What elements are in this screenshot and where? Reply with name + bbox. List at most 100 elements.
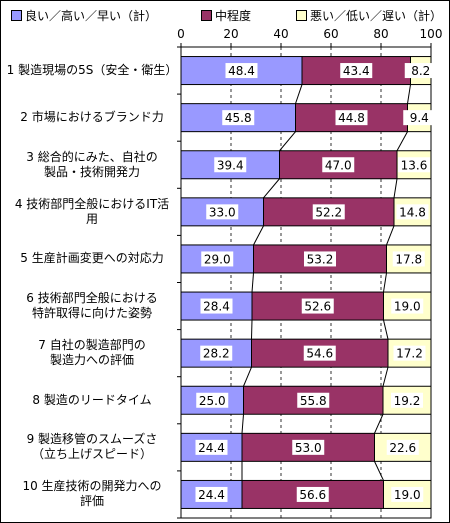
data-label: 14.8 xyxy=(399,205,426,219)
category-label-line: 評価 xyxy=(79,494,104,509)
data-label-bg xyxy=(403,110,436,126)
data-label: 52.6 xyxy=(304,300,331,314)
category-label-line: 1 製造現場の5S（安全・衛生） xyxy=(6,63,178,78)
data-label-bg xyxy=(322,157,355,173)
series-connector xyxy=(253,225,264,246)
category-label: 9 製造移管のスムーズさ （立ち上げスピード） xyxy=(3,432,181,462)
series-connector xyxy=(383,319,389,340)
legend-swatch xyxy=(11,10,22,21)
category-label: 10 生産技術の開発力への 評価 xyxy=(3,479,181,509)
data-label-bg xyxy=(301,298,334,314)
data-label: 24.4 xyxy=(198,488,225,502)
category-label: 8 製造のリードタイム xyxy=(3,393,181,408)
data-label-bg xyxy=(404,63,437,79)
series-connector xyxy=(407,84,411,104)
legend-item: 悪い／低い／遅い（計） xyxy=(296,7,442,24)
data-label-bg xyxy=(386,439,419,455)
series-connector xyxy=(251,272,254,293)
data-label-bg xyxy=(297,392,330,408)
data-label: 52.2 xyxy=(315,205,342,219)
category-label-line: 製造力への評価 xyxy=(49,353,134,368)
data-label: 44.8 xyxy=(338,111,365,125)
data-label-bg xyxy=(201,251,234,267)
data-label-bg xyxy=(296,486,329,502)
category-label-line: 8 製造のリードタイム xyxy=(32,392,152,407)
data-label-bg xyxy=(391,392,423,408)
category-label-line: 9 製造移管のスムーズさ xyxy=(26,432,158,447)
series-connector xyxy=(263,178,280,199)
legend-item: 良い／高い／早い（計） xyxy=(11,7,157,24)
category-label: 1 製造現場の5S（安全・衛生） xyxy=(3,63,181,78)
category-label-line: 製品・技術開発力 xyxy=(43,164,140,179)
data-label: 48.4 xyxy=(228,64,255,78)
category-label-line: 3 総合的にみた、自社の xyxy=(26,149,158,164)
data-label-bg xyxy=(312,204,345,220)
category-label-line: 特許取得に向けた姿勢 xyxy=(31,306,152,321)
data-label: 19.2 xyxy=(394,394,421,408)
data-label-bg xyxy=(335,110,368,126)
legend-label: 良い／高い／早い（計） xyxy=(25,9,158,23)
series-connector xyxy=(374,414,384,434)
data-label-bg xyxy=(195,439,228,455)
data-label: 28.2 xyxy=(203,347,230,361)
x-tick-label: 20 xyxy=(223,27,238,41)
series-connector xyxy=(251,320,253,340)
data-label-bg xyxy=(214,157,247,173)
category-label-line: 5 生産計画変更への対応力 xyxy=(20,251,164,266)
data-label: 17.8 xyxy=(395,252,422,266)
series-connector xyxy=(241,414,244,434)
data-label: 54.6 xyxy=(306,347,333,361)
data-label-bg xyxy=(396,204,429,220)
data-label: 9.4 xyxy=(410,111,429,125)
legend-label: 中程度 xyxy=(215,9,252,23)
data-label-bg xyxy=(340,63,373,79)
data-label-bg xyxy=(206,204,239,220)
data-label-bg xyxy=(304,251,336,267)
series-connector xyxy=(279,131,296,152)
category-label: 2 市場におけるブランド力 xyxy=(3,110,181,125)
category-label-line: 7 自社の製造部門の xyxy=(38,338,146,353)
data-label-bg xyxy=(393,345,426,361)
data-label: 53.2 xyxy=(307,252,334,266)
data-label: 8.2 xyxy=(411,64,430,78)
series-connector xyxy=(396,131,408,151)
data-label: 56.6 xyxy=(299,488,326,502)
series-connector xyxy=(374,461,384,481)
data-label-bg xyxy=(200,298,233,314)
series-connector xyxy=(295,84,303,104)
data-label-bg xyxy=(303,345,336,361)
series-connector xyxy=(243,366,252,387)
data-label: 19.0 xyxy=(394,488,421,502)
data-label: 33.0 xyxy=(209,205,236,219)
category-label-line: 4 技術部門全般におけるIT活 xyxy=(14,196,170,211)
data-label-bg xyxy=(222,110,255,126)
series-connector xyxy=(382,367,389,387)
data-label: 43.4 xyxy=(343,64,370,78)
category-label: 6 技術部門全般における 特許取得に向けた姿勢 xyxy=(3,291,181,321)
data-label-bg xyxy=(200,345,233,361)
data-label-bg xyxy=(392,251,425,267)
category-label-line: 6 技術部門全般における xyxy=(26,291,158,306)
data-label: 29.0 xyxy=(204,252,231,266)
series-connector xyxy=(393,178,398,198)
legend-swatch xyxy=(296,10,307,21)
x-tick-label: 0 xyxy=(177,27,185,41)
category-label: 7 自社の製造部門の 製造力への評価 xyxy=(3,338,181,368)
data-label: 47.0 xyxy=(325,158,352,172)
series-connector xyxy=(383,272,387,293)
category-label: 3 総合的にみた、自社の 製品・技術開発力 xyxy=(3,150,181,180)
data-label: 25.0 xyxy=(199,394,226,408)
data-label: 39.4 xyxy=(217,158,244,172)
category-label-line: 10 生産技術の開発力への xyxy=(22,479,162,494)
x-tick-label: 100 xyxy=(420,27,443,41)
category-label-line: 2 市場におけるブランド力 xyxy=(20,110,164,125)
legend-item: 中程度 xyxy=(201,7,251,24)
legend-swatch xyxy=(201,10,212,21)
data-label-bg xyxy=(225,63,258,79)
data-label: 28.4 xyxy=(203,300,230,314)
data-label-bg xyxy=(391,298,424,314)
data-label: 22.6 xyxy=(389,441,416,455)
category-label: 5 生産計画変更への対応力 xyxy=(3,251,181,266)
